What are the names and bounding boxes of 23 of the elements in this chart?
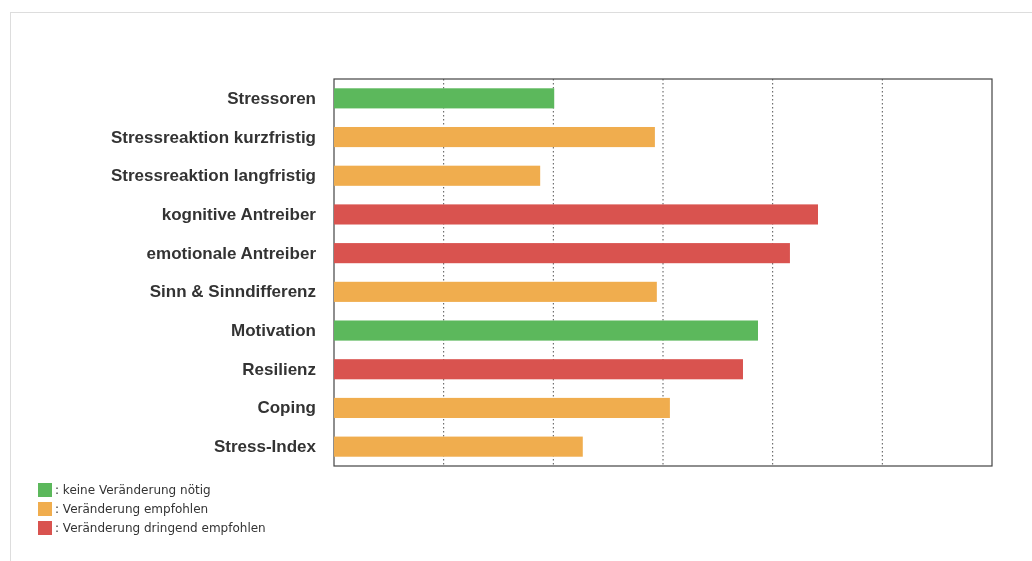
bar (334, 88, 555, 109)
legend-label: : Veränderung dringend empfohlen (55, 521, 266, 535)
bar (334, 320, 758, 341)
bar (334, 165, 541, 186)
y-tick-label: Motivation (231, 320, 316, 340)
y-tick-label: Stressreaktion kurzfristig (110, 127, 316, 147)
legend-label: : Veränderung empfohlen (55, 502, 209, 516)
y-tick-label: Sinn & Sinndifferenz (149, 282, 316, 302)
bar (334, 436, 583, 457)
bar (334, 243, 790, 264)
bar (334, 397, 670, 419)
y-tick-label: Stressoren (227, 88, 316, 108)
bar (334, 281, 657, 302)
y-tick-label: Coping (257, 398, 316, 418)
bar (334, 126, 655, 148)
bar (334, 359, 743, 380)
y-tick-label: Stress-Index (213, 437, 317, 457)
legend-label: : keine Veränderung nötig (55, 483, 211, 497)
y-tick-label: kognitive Antreiber (161, 204, 317, 224)
y-tick-label: Stressreaktion langfristig (110, 166, 316, 186)
bar (334, 204, 818, 225)
y-tick-label: Resilienz (242, 359, 316, 379)
y-tick-label: emotionale Antreiber (146, 243, 317, 263)
